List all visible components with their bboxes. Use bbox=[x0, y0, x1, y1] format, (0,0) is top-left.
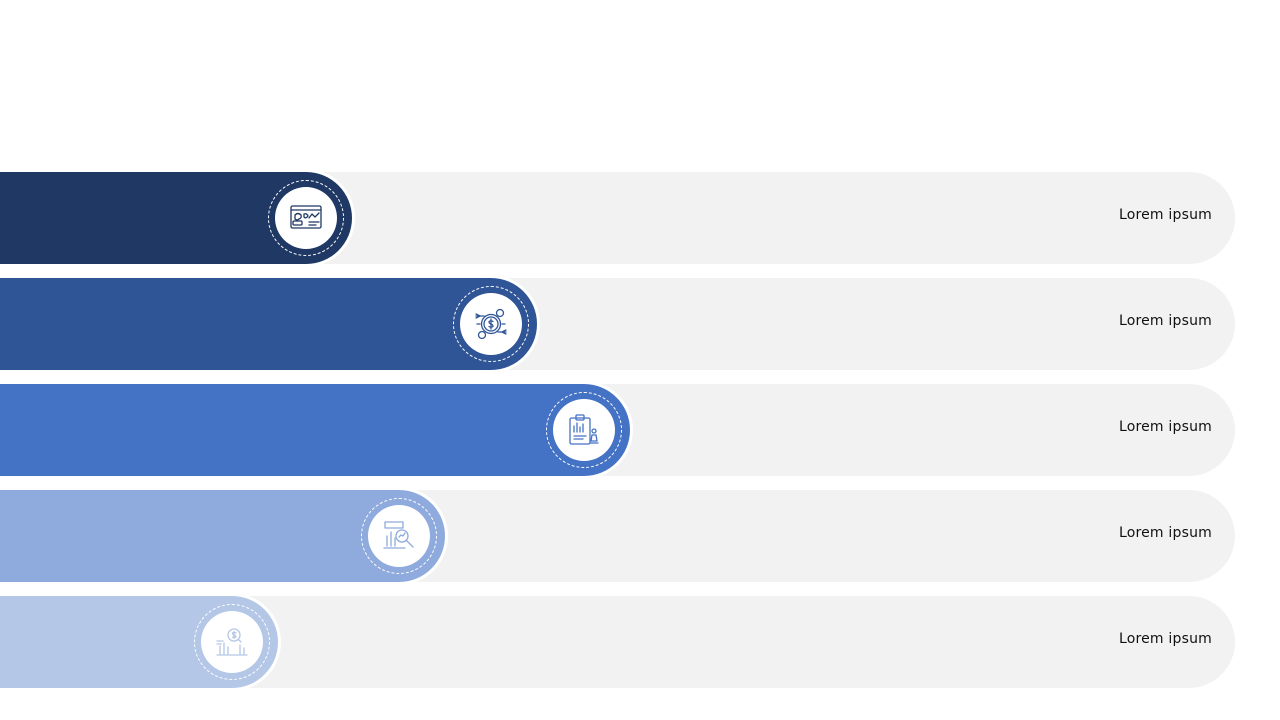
progress-row: Lorem ipsum bbox=[0, 490, 1235, 582]
progress-bar bbox=[0, 384, 630, 476]
progress-row: Lorem ipsum bbox=[0, 596, 1235, 688]
row-label: Lorem ipsum bbox=[1118, 313, 1212, 329]
dashed-ring bbox=[453, 286, 529, 362]
dashed-ring bbox=[194, 604, 270, 680]
progress-row: Lorem ipsum bbox=[0, 172, 1235, 264]
progress-row: Lorem ipsum bbox=[0, 384, 1235, 476]
icon-badge bbox=[546, 392, 622, 468]
magnify-chart-icon bbox=[383, 521, 414, 549]
progress-bar bbox=[0, 278, 537, 370]
icon-badge bbox=[268, 180, 344, 256]
row-label: Lorem ipsum bbox=[1118, 207, 1212, 223]
progress-row: Lorem ipsum bbox=[0, 278, 1235, 370]
icon-badge bbox=[361, 498, 437, 574]
icon-disc bbox=[368, 505, 430, 567]
icon-badge bbox=[194, 604, 270, 680]
dollar-search-chart-icon bbox=[216, 628, 248, 656]
clipboard-chess-icon bbox=[569, 414, 599, 445]
world-map-chart-icon bbox=[290, 205, 322, 229]
money-exchange-icon bbox=[475, 308, 507, 340]
dashed-ring bbox=[268, 180, 344, 256]
row-label: Lorem ipsum bbox=[1118, 631, 1212, 647]
dashed-ring bbox=[546, 392, 622, 468]
icon-disc bbox=[201, 611, 263, 673]
row-label: Lorem ipsum bbox=[1118, 419, 1212, 435]
icon-disc bbox=[553, 399, 615, 461]
row-label: Lorem ipsum bbox=[1118, 525, 1212, 541]
icon-badge bbox=[453, 286, 529, 362]
dashed-ring bbox=[361, 498, 437, 574]
